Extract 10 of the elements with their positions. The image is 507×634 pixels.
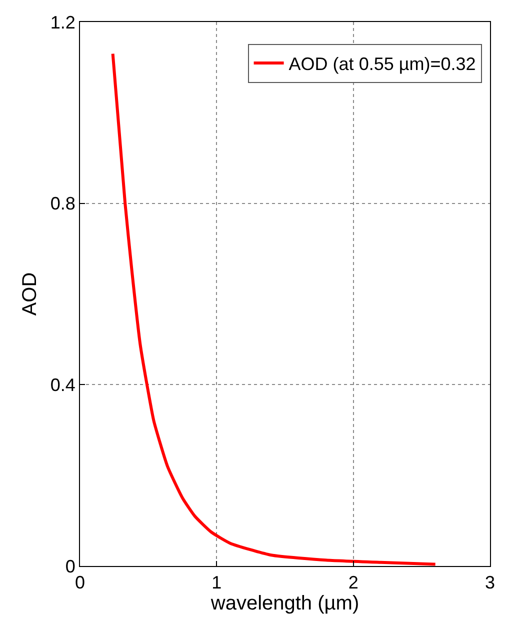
legend-label: AOD (at 0.55 µm)=0.32	[288, 54, 476, 74]
x-tick-label: 3	[484, 572, 496, 593]
x-tick-label: 2	[348, 572, 358, 593]
x-tick-label: 1	[212, 572, 222, 593]
x-axis-title: wavelength (µm)	[210, 592, 360, 615]
y-tick-label: 1.2	[50, 12, 76, 32]
y-tick-label: 0.4	[50, 374, 76, 395]
y-tick-label: 0	[65, 556, 76, 576]
y-tick-label: 0.8	[50, 194, 76, 214]
y-axis-title: AOD	[18, 272, 41, 316]
